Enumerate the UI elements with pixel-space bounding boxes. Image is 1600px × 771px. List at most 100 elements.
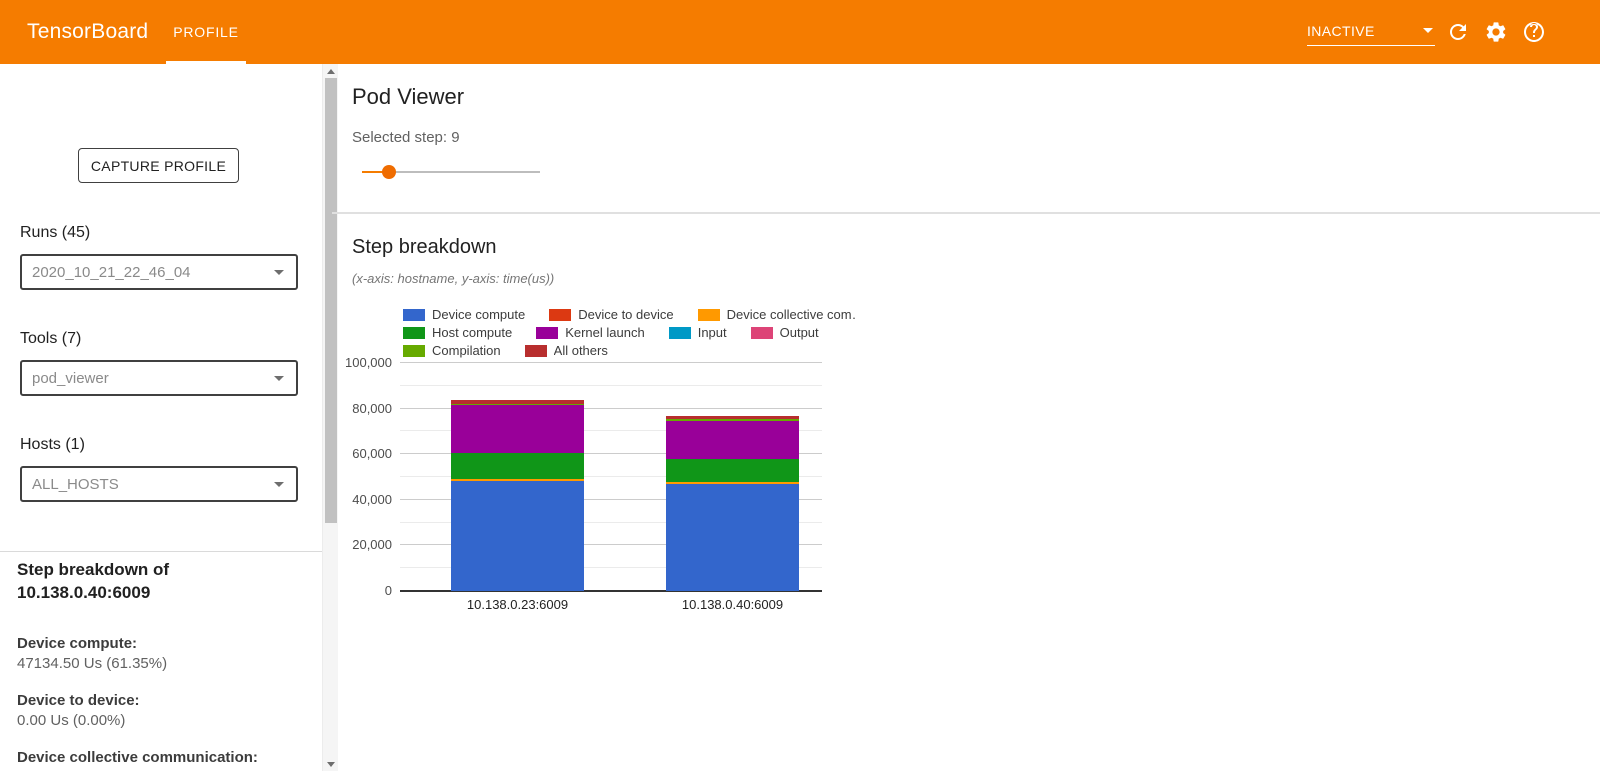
settings-icon[interactable] (1484, 20, 1508, 44)
metric-label: Device collective communication: (17, 749, 258, 766)
metric-value: 0.00 Us (0.00%) (17, 712, 126, 729)
gridline (400, 430, 822, 432)
bar-segment-compilation[interactable] (666, 419, 799, 421)
bar-segment-kernel-launch[interactable] (451, 405, 584, 454)
bar-segment-compilation[interactable] (451, 404, 584, 406)
y-axis-tick-label: 0 (384, 583, 392, 598)
selected-step-label: Selected step: 9 (352, 129, 460, 146)
metric-device-compute: Device compute: 47134.50 Us (61.35%) (17, 634, 312, 675)
chevron-down-icon (1423, 28, 1433, 33)
tools-dropdown[interactable]: pod_viewer (20, 360, 298, 396)
legend-label: Output (779, 325, 819, 340)
legend-item: Output (750, 325, 819, 340)
legend-item: Device collective com… (697, 307, 855, 322)
main-pane: Pod Viewer Selected step: 9 Step breakdo… (332, 64, 1600, 771)
section-divider (332, 212, 1600, 214)
y-axis-tick-label: 60,000 (352, 446, 392, 462)
runs-dropdown-value: 2020_10_21_22_46_04 (32, 263, 191, 281)
sidebar: CAPTURE PROFILE Runs (45) 2020_10_21_22_… (0, 64, 322, 771)
scrollbar-down-arrow-icon[interactable] (323, 757, 339, 771)
gridline (400, 498, 822, 500)
metric-device-to-device: Device to device: 0.00 Us (0.00%) (17, 691, 312, 732)
chevron-down-icon (274, 269, 284, 275)
legend-item: Device to device (549, 307, 674, 322)
legend-item: Device compute (403, 307, 525, 322)
refresh-icon[interactable] (1446, 20, 1470, 44)
hosts-dropdown-value: ALL_HOSTS (32, 475, 119, 493)
metric-label: Device to device: (17, 692, 140, 709)
legend-row: Device compute Device to device Device col… (403, 307, 855, 322)
legend-swatch-icon (750, 326, 773, 339)
bar-segment-host-compute[interactable] (451, 453, 584, 480)
step-breakdown-host-title: Step breakdown of 10.138.0.40:6009 (17, 560, 170, 602)
legend-label: Device collective com… (726, 307, 855, 322)
slider-track[interactable] (362, 171, 540, 173)
help-icon[interactable] (1522, 20, 1546, 44)
app-header: TensorBoard PROFILE INACTIVE (0, 0, 1600, 64)
metric-value: 0.00 Us (0.00%) (17, 767, 312, 771)
legend-swatch-icon (524, 344, 547, 357)
bar-segment-device-compute[interactable] (666, 483, 799, 591)
legend-label: Kernel launch (565, 325, 645, 340)
x-axis-tick-label: 10.138.0.40:6009 (681, 597, 784, 612)
bar-segment-host-compute[interactable] (666, 459, 799, 483)
gridline (400, 384, 822, 386)
legend-label: Input (697, 325, 727, 340)
legend-item: All others (524, 343, 608, 358)
legend-label: Host compute (432, 325, 513, 340)
legend-item: Compilation (403, 343, 501, 358)
gridline (400, 544, 822, 546)
metric-label: Device compute: (17, 635, 138, 652)
sidebar-divider (0, 551, 322, 552)
gridline (400, 476, 822, 477)
scrollbar-thumb[interactable] (325, 78, 337, 523)
bar-segment-all-others[interactable] (451, 399, 584, 405)
legend-swatch-icon (697, 308, 720, 321)
metric-value: 47134.50 Us (61.35%) (17, 655, 168, 672)
bar-segment-device-compute[interactable] (451, 480, 584, 591)
step-slider[interactable] (362, 164, 540, 180)
legend-label: Compilation (432, 343, 501, 358)
runs-dropdown[interactable]: 2020_10_21_22_46_04 (20, 254, 298, 290)
x-axis-tick-label: 10.138.0.23:6009 (466, 597, 569, 612)
bar-segment-device-collective-communication[interactable] (451, 479, 584, 481)
app-title: TensorBoard (27, 20, 149, 43)
capture-profile-button[interactable]: CAPTURE PROFILE (78, 148, 239, 183)
legend-swatch-icon (668, 326, 691, 339)
y-axis-tick-label: 80,000 (352, 400, 392, 416)
legend-label: Device compute (432, 307, 526, 322)
runs-label: Runs (45) (20, 224, 91, 241)
bar-segment-device-collective-communication[interactable] (666, 482, 799, 484)
gridline (400, 521, 822, 523)
bar-segment-all-others[interactable] (666, 415, 799, 420)
step-breakdown-section-title: Step breakdown (352, 236, 497, 258)
bar-10.138.0.40:6009[interactable] (666, 415, 799, 591)
y-axis-tick-label: 100,000 (345, 355, 392, 370)
gridline (400, 407, 822, 409)
metric-device-collective: Device collective communication: 0.00 Us… (17, 748, 312, 771)
x-axis-line (400, 590, 822, 592)
scrollbar-up-arrow-icon[interactable] (323, 64, 339, 78)
gridline (400, 567, 822, 569)
axis-note: (x-axis: hostname, y-axis: time(us)) (352, 271, 555, 286)
legend-swatch-icon (549, 308, 572, 321)
tools-label: Tools (7) (20, 330, 82, 347)
status-dropdown-value: INACTIVE (1307, 22, 1375, 39)
sidebar-scrollbar[interactable] (322, 64, 338, 771)
hosts-dropdown[interactable]: ALL_HOSTS (20, 466, 298, 502)
pod-viewer-title: Pod Viewer (352, 84, 465, 109)
legend-item: Kernel launch (536, 325, 645, 340)
chevron-down-icon (274, 375, 284, 381)
bar-10.138.0.23:6009[interactable] (451, 399, 584, 591)
legend-row: Host compute Kernel launch Input Output (403, 325, 833, 340)
slider-thumb[interactable] (382, 165, 396, 179)
status-dropdown[interactable]: INACTIVE (1307, 16, 1435, 46)
legend-item: Input (668, 325, 727, 340)
legend-label: Device to device (578, 307, 674, 322)
stacked-bar-chart: 0 20,000 40,000 60,000 80,000 100,000 10.138.0… (345, 355, 822, 612)
bar-segment-kernel-launch[interactable] (666, 420, 799, 460)
legend-swatch-icon (403, 344, 425, 357)
tab-profile[interactable]: PROFILE (166, 0, 246, 64)
y-axis-tick-label: 40,000 (352, 491, 392, 507)
tools-dropdown-value: pod_viewer (32, 369, 109, 387)
